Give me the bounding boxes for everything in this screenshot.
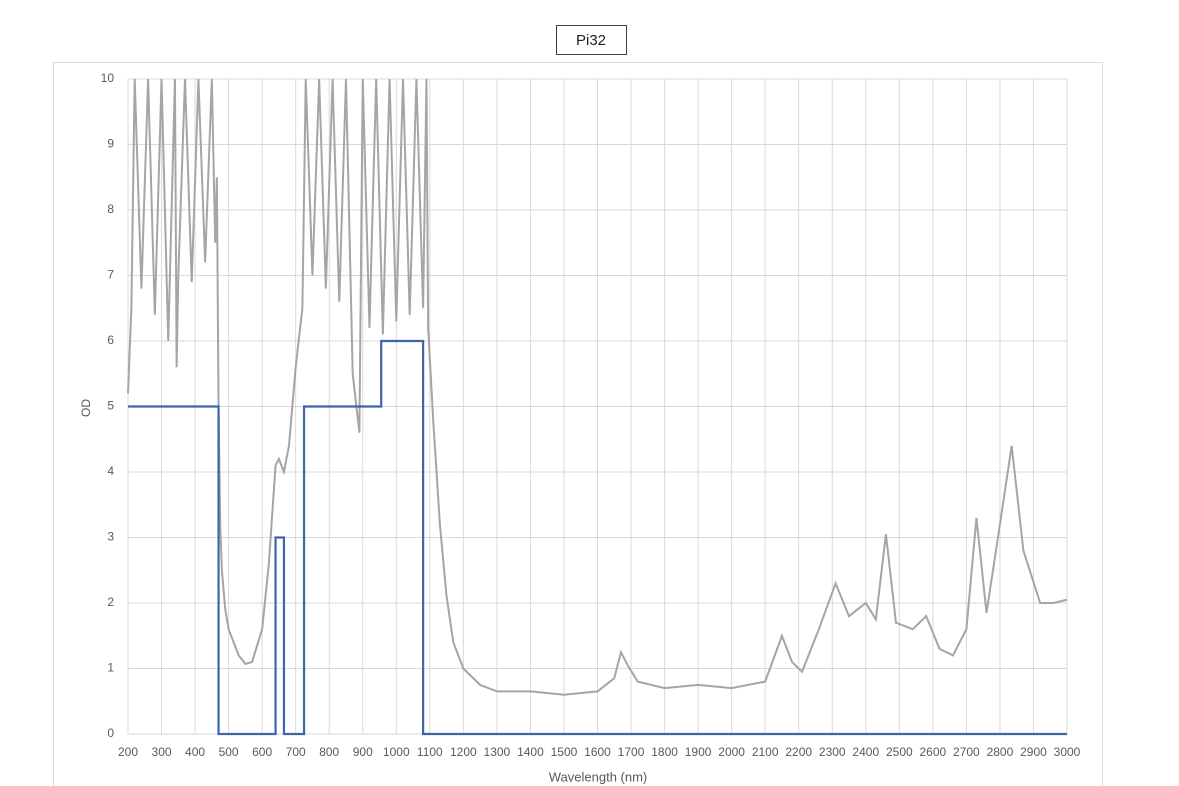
- x-tick-label: 1700: [618, 745, 645, 759]
- x-tick-label: 2800: [987, 745, 1014, 759]
- y-axis-label: OD: [79, 399, 93, 417]
- data-line: [127, 78, 1068, 696]
- x-tick-label: 400: [185, 745, 205, 759]
- y-tick-label: 9: [107, 137, 114, 151]
- x-tick-label: 900: [353, 745, 373, 759]
- x-tick-label: 700: [286, 745, 306, 759]
- y-tick-label: 4: [107, 464, 114, 478]
- data-line: [128, 339, 1067, 736]
- x-tick-label: 1600: [584, 745, 611, 759]
- y-tick-label: 3: [107, 530, 114, 544]
- x-tick-label: 1000: [383, 745, 410, 759]
- x-axis-label: Wavelength (nm): [549, 769, 648, 784]
- chart-title: Pi32: [576, 32, 606, 49]
- y-tick-label: 0: [107, 726, 114, 740]
- x-tick-label: 2400: [852, 745, 879, 759]
- x-tick-label: 200: [118, 745, 138, 759]
- title-box: [556, 25, 627, 55]
- x-tick-label: 3000: [1054, 745, 1081, 759]
- x-tick-label: 2500: [886, 745, 913, 759]
- x-tick-label: 2200: [785, 745, 812, 759]
- y-tick-label: 1: [107, 661, 114, 675]
- x-tick-label: 800: [319, 745, 339, 759]
- y-tick-label: 10: [101, 71, 115, 85]
- x-tick-label: 2000: [718, 745, 745, 759]
- x-tick-label: 300: [152, 745, 172, 759]
- x-tick-label: 2300: [819, 745, 846, 759]
- x-tick-label: 1800: [651, 745, 678, 759]
- y-tick-label: 6: [107, 333, 114, 347]
- y-tick-label: 8: [107, 202, 114, 216]
- x-tick-label: 500: [219, 745, 239, 759]
- y-tick-label: 5: [107, 399, 114, 413]
- x-tick-label: 2700: [953, 745, 980, 759]
- x-tick-label: 600: [252, 745, 272, 759]
- x-tick-label: 1500: [551, 745, 578, 759]
- x-tick-label: 1300: [484, 745, 511, 759]
- x-tick-label: 1200: [450, 745, 477, 759]
- x-tick-label: 2600: [920, 745, 947, 759]
- x-tick-label: 1900: [685, 745, 712, 759]
- x-tick-label: 2100: [752, 745, 779, 759]
- x-tick-label: 1100: [417, 745, 443, 759]
- x-tick-label: 1400: [517, 745, 544, 759]
- x-tick-label: 2900: [1020, 745, 1047, 759]
- chart-border: [53, 62, 1103, 786]
- y-tick-label: 7: [107, 268, 114, 282]
- y-tick-label: 2: [107, 595, 114, 609]
